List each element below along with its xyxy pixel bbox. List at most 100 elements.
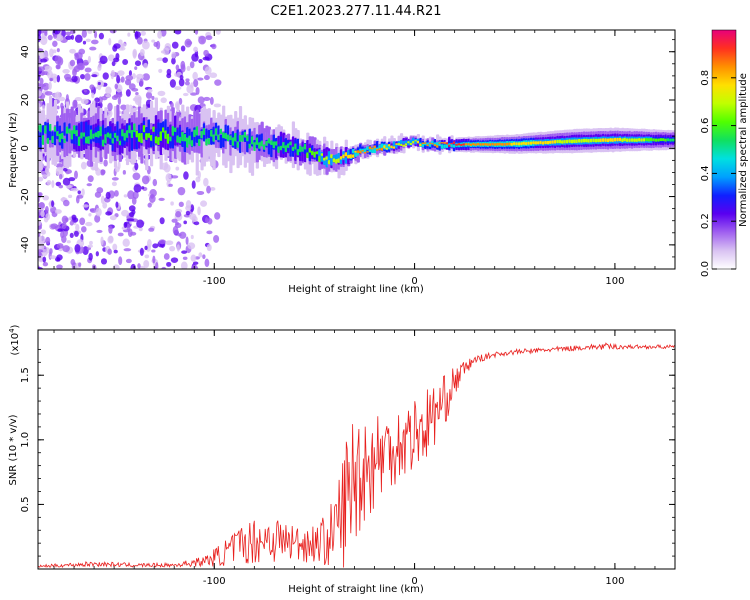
- spectrogram-signal-cell: [508, 142, 512, 146]
- spectrogram-signal-cell: [404, 143, 408, 146]
- spectrogram-noise-blob: [65, 184, 72, 189]
- spectrogram-noise-blob: [202, 56, 210, 61]
- spectrogram-noise-blob: [198, 59, 203, 64]
- spectrogram-signal-cell: [616, 137, 620, 142]
- spectrogram-noise-blob: [178, 97, 183, 105]
- spectrogram-frame: [37, 29, 676, 270]
- spectrogram-signal-cell: [121, 129, 125, 137]
- spectrogram-noise-blob: [62, 245, 70, 253]
- spectrogram-noise-blob: [171, 218, 178, 223]
- spectrogram-signal-cell: [219, 128, 223, 134]
- spectrogram-signal-cell: [260, 140, 264, 147]
- spectrogram-signal-cell: [563, 139, 567, 144]
- spectrogram-noise-blob: [203, 177, 209, 187]
- spectrogram-noise-blob: [197, 96, 205, 104]
- spectrogram-noise-blob: [186, 40, 193, 46]
- spectrogram-signal-cell: [436, 142, 440, 146]
- spectrogram-signal-cell: [128, 125, 132, 134]
- spectrogram-noise-blob: [142, 73, 150, 81]
- spectrogram-signal-cell: [479, 143, 483, 146]
- spectrogram-signal-cell: [570, 139, 574, 144]
- spectrogram-signal-cell: [44, 129, 48, 153]
- spectrogram-signal-cell: [61, 132, 65, 140]
- spectrogram-noise-blob: [139, 48, 145, 57]
- spectrogram-noise-blob: [139, 78, 144, 87]
- spectrogram-noise-blob: [84, 73, 91, 81]
- spectrogram-noise-blob: [49, 77, 53, 82]
- spectrogram-noise-blob: [55, 36, 64, 42]
- spectrogram-noise-blob: [50, 73, 58, 79]
- spectrogram-signal-cell: [190, 140, 195, 147]
- spectrogram-signal-cell: [431, 143, 435, 145]
- spectrogram-signal-cell: [164, 130, 168, 139]
- snr-y-tick-label: 0.5: [20, 496, 31, 512]
- spectrogram-noise-blob: [71, 75, 78, 83]
- spectrogram-noise-blob: [102, 202, 108, 209]
- spectrogram-signal-cell: [481, 143, 485, 146]
- spectrogram-noise-blob: [137, 263, 141, 269]
- spectrogram-signal-cell: [323, 157, 327, 161]
- spectrogram-noise-blob: [191, 216, 198, 223]
- spectrogram-noise-blob: [121, 209, 129, 217]
- spectrogram-noise-blob: [136, 73, 144, 80]
- spectrogram-signal-cell: [73, 125, 77, 134]
- spectrogram-noise-blob: [61, 215, 69, 224]
- spectrogram-signal-cell: [286, 143, 291, 149]
- spectrogram-noise-blob: [111, 95, 118, 101]
- spectrogram-noise-blob: [52, 92, 59, 99]
- spectrogram-noise-blob: [108, 225, 113, 234]
- spectrogram-signal-cell: [289, 141, 293, 146]
- spectrogram-x-tick-label: 100: [605, 276, 624, 287]
- spectrogram-signal-cell: [330, 156, 334, 166]
- spectrogram-noise-blob: [183, 171, 189, 180]
- spectrogram-signal-cell: [229, 135, 233, 141]
- spectrogram-signal-cell: [635, 138, 639, 142]
- spectrogram-signal-cell: [178, 126, 183, 139]
- spectrogram-noise-blob: [200, 200, 208, 207]
- spectrogram-x-tick-label: 0: [411, 276, 417, 287]
- spectrogram-noise-blob: [205, 35, 213, 41]
- spectrogram-noise-blob: [107, 102, 113, 112]
- spectrogram-signal-cell: [198, 138, 202, 147]
- spectrogram-noise-blob: [135, 92, 139, 96]
- spectrogram-noise-blob: [89, 84, 95, 90]
- spectrogram-signal-cell: [589, 138, 594, 143]
- spectrogram-noise-blob: [107, 235, 114, 244]
- spectrogram-noise-blob: [152, 178, 158, 187]
- spectrogram-noise-blob: [100, 195, 105, 204]
- spectrogram-signal-cell: [56, 131, 60, 137]
- spectrogram-signal-cell: [599, 138, 603, 143]
- spectrogram-signal-cell: [224, 132, 228, 140]
- spectrogram-signal-cell: [568, 139, 572, 143]
- spectrogram-noise-blob: [60, 231, 65, 239]
- spectrogram-noise-blob: [74, 97, 83, 102]
- spectrogram-signal-cell: [234, 139, 238, 150]
- spectrogram-noise-blob: [206, 244, 212, 252]
- spectrogram-signal-cell: [306, 152, 310, 159]
- spectrogram-signal-cell: [65, 126, 70, 134]
- spectrogram-noise-blob: [102, 72, 109, 80]
- spectrogram-noise-blob: [44, 65, 53, 72]
- spectrogram-signal-cell: [486, 143, 490, 146]
- spectrogram-noise-blob: [180, 45, 186, 52]
- spectrogram-noise-blob: [69, 59, 76, 67]
- spectrogram-signal-cell: [438, 142, 442, 144]
- spectrogram-signal-cell: [315, 154, 320, 161]
- spectrogram-noise-blob: [125, 258, 132, 264]
- spectrogram-signal-cell: [585, 138, 589, 143]
- spectrogram-noise-blob: [160, 97, 167, 104]
- spectrogram-signal-cell: [87, 136, 91, 144]
- spectrogram-signal-cell: [116, 121, 120, 137]
- spectrogram-noise-blob: [88, 252, 93, 261]
- spectrogram-noise-blob: [182, 256, 188, 261]
- spectrogram-signal-cell: [325, 156, 329, 160]
- spectrogram-noise-blob: [178, 201, 184, 208]
- spectrogram-noise-blob: [125, 89, 131, 97]
- spectrogram-signal-cell: [395, 143, 399, 145]
- spectrogram-noise-blob: [204, 258, 210, 268]
- spectrogram-signal-cell: [366, 146, 370, 151]
- spectrogram-signal-cell: [301, 146, 305, 152]
- spectrogram-noise-blob: [156, 57, 164, 61]
- spectrogram-signal-cell: [267, 141, 271, 155]
- spectrogram-noise-blob: [78, 262, 82, 267]
